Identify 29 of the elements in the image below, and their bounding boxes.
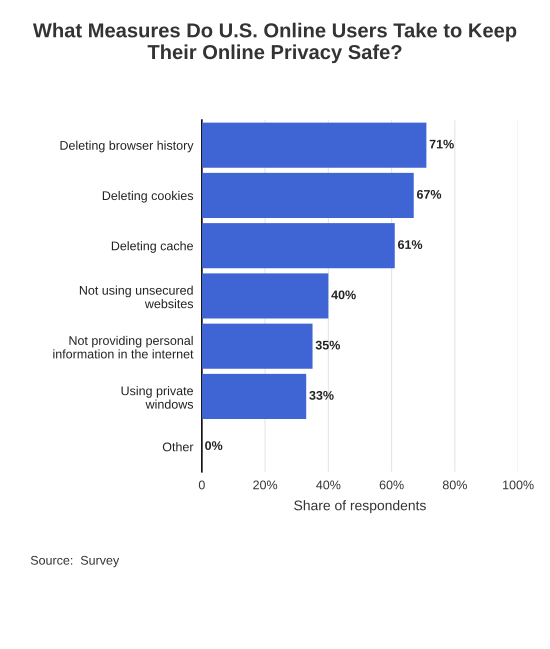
bar	[202, 122, 426, 168]
bar	[202, 324, 313, 369]
y-tick-label: Deleting cache	[112, 241, 193, 253]
x-axis-title: Share of respondents	[294, 500, 426, 514]
x-tick-label: 0	[198, 480, 205, 490]
data-label: 40%	[331, 290, 356, 300]
y-tick-label: Other	[162, 442, 194, 452]
x-tick-label: 60%	[380, 480, 404, 490]
x-tick-label: 20%	[253, 480, 278, 490]
bar	[202, 172, 414, 218]
data-label: 67%	[416, 190, 442, 199]
data-label: 35%	[316, 340, 340, 350]
y-tick-label: Deleting cookies	[102, 190, 194, 203]
x-tick-label: 80%	[442, 480, 467, 490]
bar	[202, 273, 328, 319]
x-tick-label: 100%	[503, 480, 534, 490]
data-label: 71%	[430, 140, 454, 149]
data-label: 33%	[309, 390, 334, 400]
y-tick-label: Not using unsecured websites	[80, 286, 194, 308]
y-tick-label: Deleting browser history	[60, 140, 194, 152]
source-note: Source: Survey	[30, 556, 120, 568]
chart-title: What Measures Do U.S. Online Users Take to Keep Their Online Privacy Safe?	[32, 22, 516, 64]
bar	[202, 374, 306, 420]
data-label: 61%	[398, 240, 422, 250]
x-tick-label: 40%	[316, 480, 340, 490]
data-label: 0%	[205, 441, 222, 450]
bar	[202, 223, 395, 268]
y-tick-label: Using private windows	[122, 386, 194, 409]
y-tick-label: Not providing personal information in the internet	[53, 336, 194, 358]
